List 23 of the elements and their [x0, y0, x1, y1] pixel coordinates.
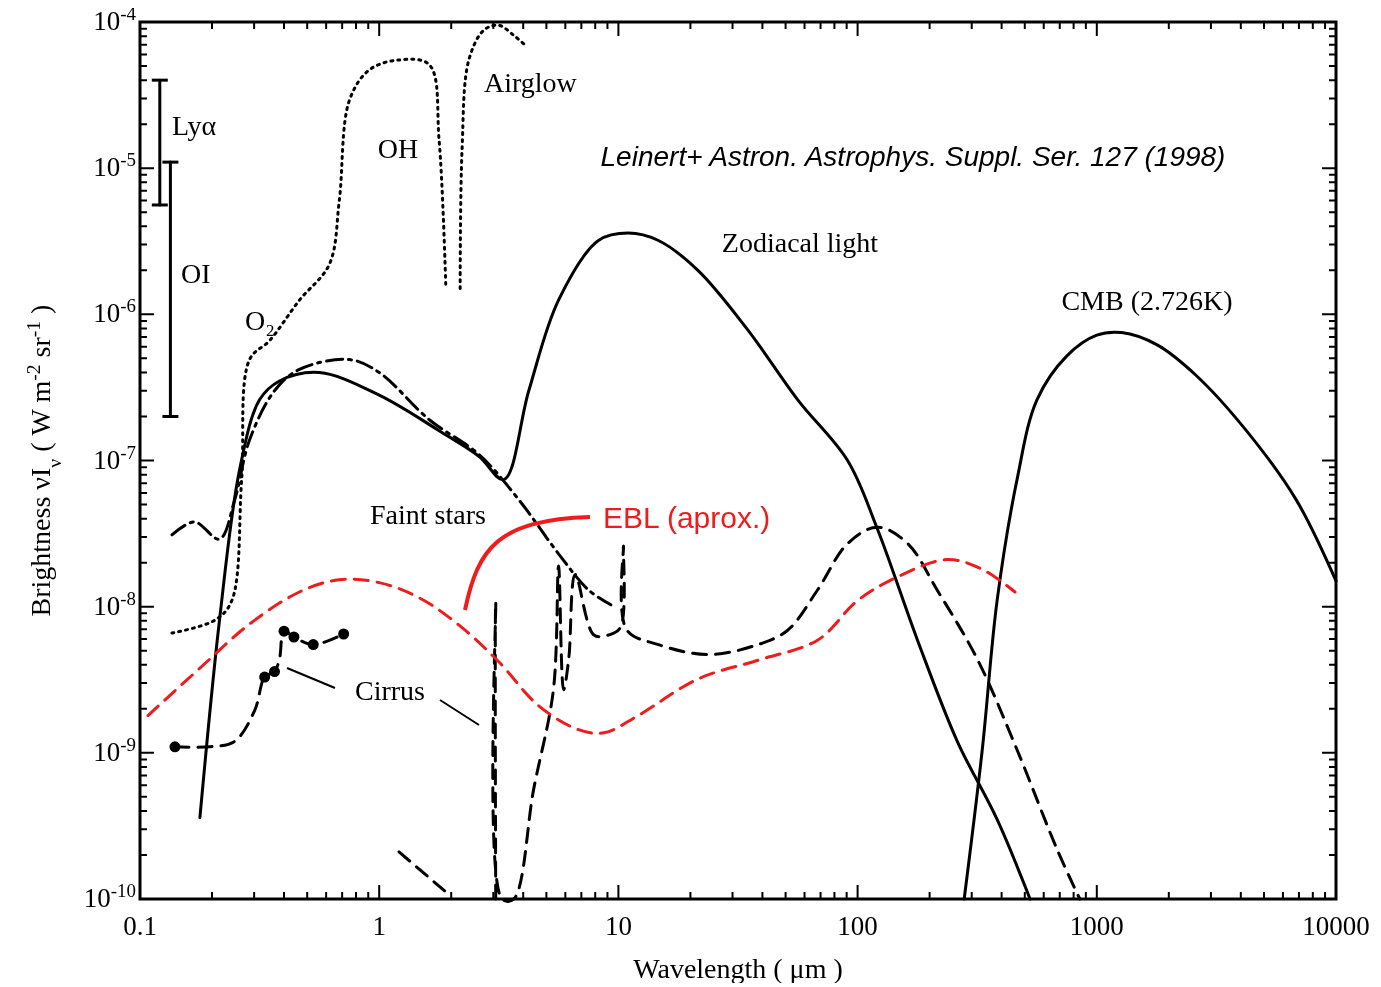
- series-label: Zodiacal light: [721, 227, 879, 258]
- series-label: OI: [181, 258, 211, 289]
- series-label: CMB (2.726K): [1061, 285, 1233, 316]
- y-tick-label: 10$^{-6}$: [93, 294, 136, 329]
- series-label: Faint stars: [370, 499, 486, 530]
- y-tick-label: 10$^{-8}$: [93, 587, 136, 621]
- annotation: O₂: [245, 305, 275, 336]
- annotation: OH: [377, 133, 419, 164]
- x-tick-label: 10000: [1302, 911, 1370, 941]
- y-tick-label: 10$^{-7}$: [93, 441, 136, 475]
- text: EBL (aprox.): [603, 501, 771, 534]
- y-tick-label: 10$^{-10}$: [83, 879, 136, 913]
- y-tick-label: 10$^{-5}$: [93, 148, 136, 183]
- y-tick-label: 10$^{-9}$: [93, 733, 136, 767]
- x-tick-label: 0.1: [123, 911, 157, 941]
- x-tick-label: 1000: [1069, 911, 1124, 941]
- x-tick-label: 10: [604, 911, 632, 941]
- annotation: Leinert+ Astron. Astrophys. Suppl. Ser. 127 (1998): [600, 141, 1226, 172]
- x-tick-label: 1: [372, 911, 386, 941]
- series-label: Lyα: [172, 110, 217, 141]
- legend-label: Cirrus: [355, 675, 425, 706]
- x-tick-label: 100: [837, 911, 878, 941]
- series-label: Airglow: [484, 67, 578, 98]
